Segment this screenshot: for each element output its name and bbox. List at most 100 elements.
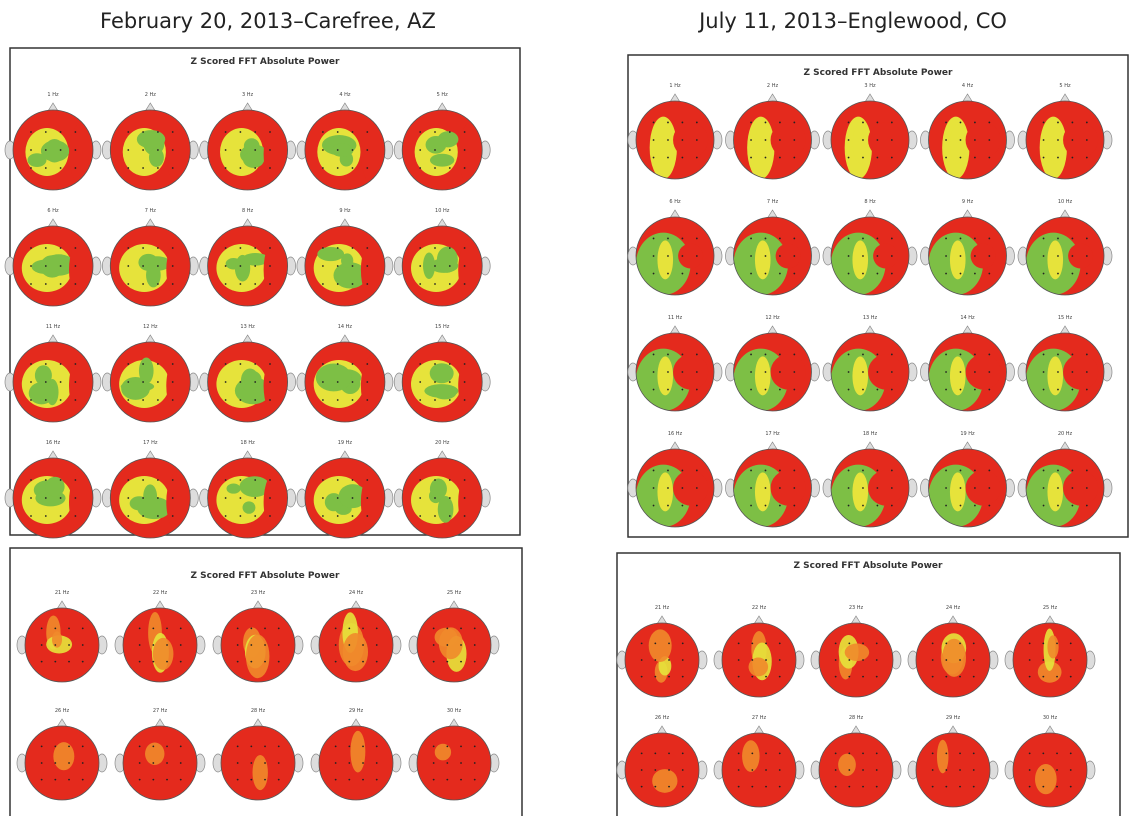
electrode bbox=[793, 255, 796, 257]
blob bbox=[748, 657, 769, 677]
head-outline bbox=[721, 732, 797, 808]
electrode bbox=[1085, 255, 1088, 257]
electrode bbox=[847, 353, 850, 356]
electrode bbox=[179, 627, 182, 630]
head-outline bbox=[635, 448, 715, 528]
scalp bbox=[13, 110, 93, 190]
electrode bbox=[334, 627, 337, 630]
electrode bbox=[334, 762, 337, 764]
electrode bbox=[847, 121, 850, 124]
electrode bbox=[336, 283, 339, 285]
head-map bbox=[920, 209, 1015, 296]
scalp bbox=[402, 226, 483, 306]
electrode bbox=[362, 660, 364, 663]
electrode bbox=[681, 237, 684, 240]
head-outline bbox=[318, 725, 394, 801]
electrode bbox=[931, 752, 934, 755]
electrode bbox=[876, 353, 879, 356]
electrode bbox=[988, 487, 991, 489]
electrode bbox=[269, 149, 271, 151]
blob bbox=[1063, 354, 1099, 390]
electrode bbox=[751, 675, 754, 678]
electrode bbox=[362, 644, 364, 646]
electrode bbox=[779, 371, 781, 373]
electrode bbox=[848, 642, 851, 645]
electrode bbox=[142, 497, 145, 499]
electrode bbox=[448, 283, 451, 285]
electrode bbox=[375, 745, 378, 748]
blob bbox=[652, 769, 678, 793]
electrode bbox=[74, 283, 77, 285]
frequency-label: 30 Hz bbox=[1043, 715, 1058, 721]
electrode bbox=[876, 237, 879, 240]
electrode bbox=[322, 283, 324, 285]
frequency-label: 23 Hz bbox=[251, 590, 266, 596]
electrode bbox=[44, 515, 47, 517]
head-outline bbox=[207, 457, 289, 539]
electrode bbox=[68, 660, 70, 663]
electrode bbox=[750, 353, 752, 356]
electrode bbox=[239, 149, 242, 151]
electrode bbox=[264, 644, 266, 646]
electrode bbox=[654, 659, 657, 661]
electrode bbox=[1056, 785, 1058, 788]
electrode bbox=[667, 353, 669, 356]
electrode bbox=[875, 752, 878, 755]
electrode bbox=[862, 469, 864, 472]
blob bbox=[942, 638, 967, 677]
electrode bbox=[224, 515, 227, 517]
electrode bbox=[419, 265, 422, 267]
electrode bbox=[972, 642, 975, 645]
electrode bbox=[765, 659, 767, 661]
electrode bbox=[254, 363, 257, 365]
electrode bbox=[127, 479, 130, 481]
electrode bbox=[446, 644, 449, 646]
head-outline bbox=[635, 100, 715, 180]
electrode bbox=[250, 745, 253, 748]
electrode bbox=[847, 388, 850, 391]
electrode bbox=[473, 627, 476, 630]
electrode bbox=[157, 363, 159, 365]
head-outline bbox=[109, 457, 191, 539]
head-outline bbox=[830, 100, 910, 180]
blob bbox=[226, 483, 241, 494]
electrode bbox=[750, 371, 752, 373]
electrode bbox=[640, 659, 643, 661]
frequency-label: 15 Hz bbox=[435, 324, 450, 330]
electrode bbox=[764, 255, 767, 257]
head-outline bbox=[12, 225, 94, 307]
electrode bbox=[254, 399, 257, 401]
electrode bbox=[1057, 353, 1059, 356]
head-outline bbox=[733, 100, 812, 180]
electrode bbox=[834, 769, 837, 771]
panel-frame bbox=[616, 552, 1121, 816]
electrode bbox=[152, 778, 155, 781]
electrode bbox=[1071, 371, 1074, 373]
frequency-label: 13 Hz bbox=[240, 324, 255, 330]
electrode bbox=[974, 469, 976, 472]
scalp bbox=[733, 101, 812, 179]
electrode bbox=[862, 487, 864, 489]
blob bbox=[965, 470, 1001, 506]
electrode bbox=[640, 785, 643, 788]
electrode bbox=[750, 487, 752, 489]
electrode bbox=[1042, 769, 1045, 771]
electrode bbox=[419, 381, 422, 383]
electrode bbox=[44, 283, 47, 285]
scalp bbox=[417, 608, 491, 682]
panel-frame bbox=[9, 547, 523, 816]
head-map bbox=[393, 102, 491, 191]
electrode bbox=[931, 659, 934, 661]
head-outline bbox=[207, 341, 289, 423]
electrode bbox=[974, 156, 976, 159]
electrode bbox=[862, 675, 864, 678]
electrode bbox=[945, 785, 948, 788]
electrode bbox=[269, 497, 271, 499]
head-map bbox=[114, 600, 206, 683]
electrode bbox=[959, 371, 962, 373]
electrode bbox=[127, 167, 130, 169]
electrode bbox=[322, 479, 324, 481]
electrode bbox=[142, 399, 145, 401]
electrode bbox=[847, 504, 850, 507]
electrode bbox=[1056, 642, 1058, 645]
